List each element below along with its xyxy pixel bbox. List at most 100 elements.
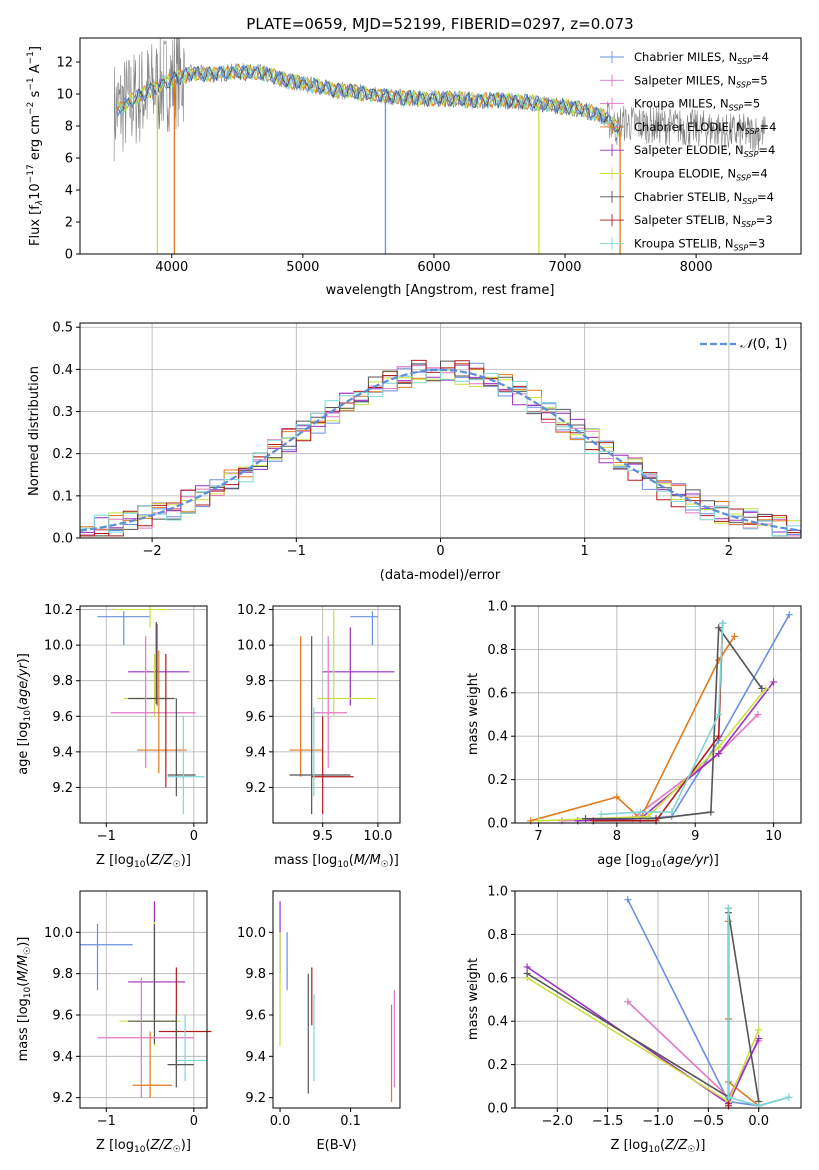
x-tick-label: 0: [190, 1114, 198, 1129]
weight-point: [730, 632, 738, 640]
axes-frame: [514, 605, 802, 824]
y-tick-label: 10.2: [44, 603, 73, 618]
weight-series-line: [538, 687, 767, 822]
y-tick-label: 10.2: [237, 603, 266, 618]
normal-curve-line: [79, 368, 802, 532]
weight-series-line: [526, 977, 760, 1103]
axes-frame: [272, 890, 401, 1109]
y-tick-label: 0.5: [52, 321, 73, 336]
model-spectrum-line: [116, 65, 621, 134]
y-tick-label: 0.0: [52, 532, 73, 547]
legend-label: Kroupa STELIB, NSSP=3: [634, 236, 765, 252]
x-tick-label: 0.1: [340, 1114, 361, 1129]
axes-frame: [272, 605, 401, 824]
y-tick-label: 9.2: [52, 1091, 73, 1106]
x-tick-label: 0.0: [748, 1114, 769, 1129]
weight-point: [715, 711, 723, 718]
weight-point: [724, 1093, 732, 1101]
x-tick-label: 6000: [417, 260, 450, 275]
panel-age_vs_mass: 9.5 10.0 9.2 9.4 9.6 9.8 10.0 10.2 mass [log10(M…: [237, 603, 401, 870]
axes-frame: [79, 37, 802, 255]
x-tick-label: 9: [691, 829, 699, 844]
histogram-series: [80, 360, 801, 537]
weight-point: [715, 732, 723, 740]
weight-series-line: [593, 623, 724, 822]
y-axis-label: Normed distribution: [27, 366, 42, 496]
y-tick-label: 4: [65, 184, 73, 199]
y-tick-label: 0.4: [487, 1015, 508, 1030]
y-tick-label: 9.8: [245, 674, 266, 689]
weight-series-line: [601, 623, 724, 816]
y-tick-label: 0.4: [487, 730, 508, 745]
x-axis-label: mass [log10(M/M☉)]: [274, 853, 399, 870]
weight-point: [523, 963, 531, 971]
legend-label: Salpeter STELIB, NSSP=3: [634, 213, 773, 229]
x-tick-label: −1: [97, 829, 116, 844]
panel-mass_vs_ebv: 0.0 0.1 9.2 9.4 9.6 9.8 10.0 E(B-V): [237, 890, 401, 1153]
weight-point: [724, 904, 732, 912]
weight-point: [707, 808, 715, 816]
weight-point: [668, 808, 676, 816]
plot-area: [97, 606, 205, 815]
x-axis-label: Z [log10(Z/Z☉)]: [611, 1138, 706, 1155]
x-tick-label: 8000: [680, 260, 713, 275]
plot-area: [279, 901, 395, 1102]
x-tick-label: −1: [287, 544, 306, 559]
x-tick-label: 2: [725, 544, 733, 559]
y-tick-label: 10: [56, 88, 73, 103]
x-tick-label: −2.0: [542, 1114, 574, 1129]
legend-label: Chabrier ELODIE, NSSP=4: [634, 120, 776, 136]
y-tick-label: 0.3: [52, 405, 73, 420]
y-tick-label: 1.0: [487, 885, 508, 900]
y-tick-label: 9.4: [245, 1050, 266, 1065]
weight-point: [597, 810, 605, 818]
x-tick-label: −0.5: [693, 1114, 725, 1129]
y-tick-label: 9.6: [245, 1009, 266, 1024]
weight-point: [624, 998, 632, 1006]
x-axis-label: (data-model)/error: [380, 568, 501, 583]
y-axis-label: Flux [fλ10−17 erg cm−2 s−1 A−1]: [26, 46, 45, 246]
y-tick-label: 9.6: [52, 710, 73, 725]
weight-series-line: [530, 635, 736, 822]
axes-frame: [79, 890, 208, 1109]
figure-title: PLATE=0659, MJD=52199, FIBERID=0297, z=0…: [246, 15, 633, 33]
y-tick-label: 10.0: [237, 926, 266, 941]
weight-point: [754, 711, 762, 718]
y-tick-label: 10.0: [44, 639, 73, 654]
y-tick-label: 9.4: [52, 1050, 73, 1065]
y-tick-label: 0.2: [487, 773, 508, 788]
y-tick-label: 10.0: [237, 639, 266, 654]
spectrum-legend: Chabrier MILES, NSSP=4 Salpeter MILES, NS…: [600, 50, 776, 252]
y-tick-label: 9.8: [52, 967, 73, 982]
axes-frame: [79, 605, 208, 824]
weight-series-line: [727, 908, 790, 1107]
y-axis-label: age [log10(age/yr)]: [16, 653, 33, 775]
x-tick-label: 9.5: [312, 829, 333, 844]
weight-point: [758, 684, 766, 692]
y-tick-label: 0.2: [487, 1058, 508, 1073]
weight-point: [770, 678, 778, 686]
y-axis-label: mass weight: [466, 673, 481, 755]
y-tick-label: 0.4: [52, 363, 73, 378]
plot-area: [113, 38, 766, 254]
weight-series-line: [526, 912, 760, 1102]
x-axis-label: wavelength [Angstrom, rest frame]: [326, 283, 555, 298]
panel-weight_vs_Z: −2.0 −1.5 −1.0 −0.5 0.0 0.0 0.2 0.4 0.6 0.8 1.0 Z […: [466, 885, 802, 1155]
x-tick-label: 4000: [155, 260, 188, 275]
y-tick-label: 9.6: [245, 710, 266, 725]
x-tick-label: 1: [581, 544, 589, 559]
y-tick-label: 0.1: [52, 489, 73, 504]
weight-point: [715, 624, 723, 632]
y-tick-label: 0.6: [487, 971, 508, 986]
plot-area: [523, 896, 793, 1110]
y-tick-label: 9.4: [52, 745, 73, 760]
weight-point: [755, 1035, 763, 1043]
legend-label-normal: 𝒩(0, 1): [740, 337, 787, 352]
legend-label: Salpeter ELODIE, NSSP=4: [634, 143, 775, 159]
y-tick-label: 9.6: [52, 1009, 73, 1024]
y-tick-label: 8: [65, 120, 73, 135]
panel-weight_vs_age: 7 8 9 10 0.0 0.2 0.4 0.6 0.8 1.0 age [log10(age/yr…: [466, 600, 802, 870]
x-tick-label: −1.5: [592, 1114, 624, 1129]
y-tick-label: 9.4: [245, 745, 266, 760]
